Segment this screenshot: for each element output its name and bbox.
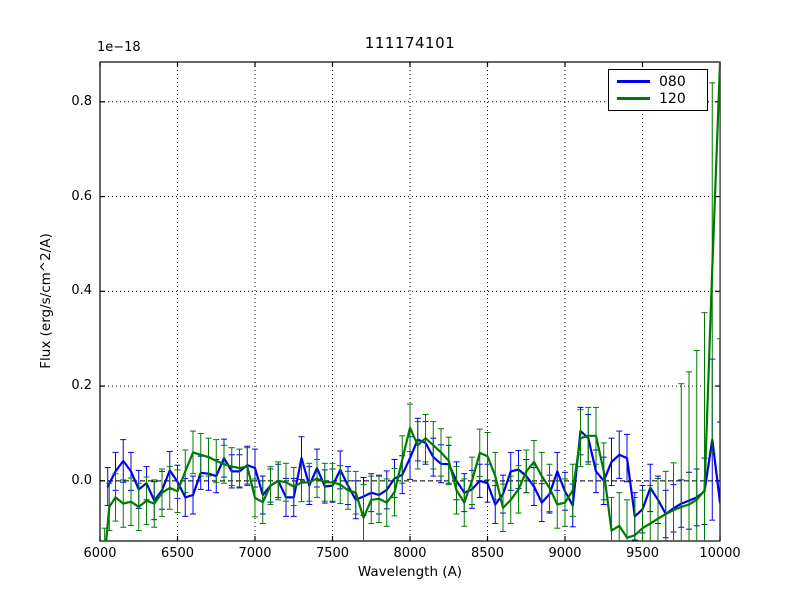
y-tick-label: 0.6 xyxy=(71,188,92,204)
legend-label-120: 120 xyxy=(659,90,686,107)
legend-entry-080: 080 xyxy=(617,73,699,90)
series-120-line xyxy=(105,62,720,541)
y-axis-offset-label: 1e−18 xyxy=(97,40,141,55)
series-080-line xyxy=(106,430,720,518)
legend-label-080: 080 xyxy=(659,73,686,90)
x-tick-label: 6500 xyxy=(160,546,195,561)
x-tick-label: 9000 xyxy=(548,546,582,561)
x-tick-label: 7500 xyxy=(315,546,350,561)
x-tick-label: 9500 xyxy=(625,546,660,561)
x-tick-label: 7000 xyxy=(238,546,272,561)
series-120 xyxy=(101,62,720,541)
y-axis-label: Flux (erg/s/cm^2/A) xyxy=(38,233,54,369)
legend-line-sample-120 xyxy=(617,97,650,100)
x-tick-label: 8500 xyxy=(470,546,505,561)
x-tick-label: 8000 xyxy=(393,546,427,561)
x-tick-label: 6000 xyxy=(83,546,117,561)
y-tick-label: 0.0 xyxy=(71,472,92,488)
legend-entry-120: 120 xyxy=(617,90,699,107)
y-tick-label: 0.2 xyxy=(71,378,92,394)
y-tick-label: 0.8 xyxy=(71,93,92,109)
y-tick-label: 0.4 xyxy=(71,283,92,299)
page-title: 111174101 xyxy=(364,34,456,52)
legend: 080 120 xyxy=(608,69,708,111)
x-tick-label: 10000 xyxy=(699,546,741,561)
legend-line-sample-080 xyxy=(617,80,650,83)
x-axis-label: Wavelength (A) xyxy=(357,564,463,580)
